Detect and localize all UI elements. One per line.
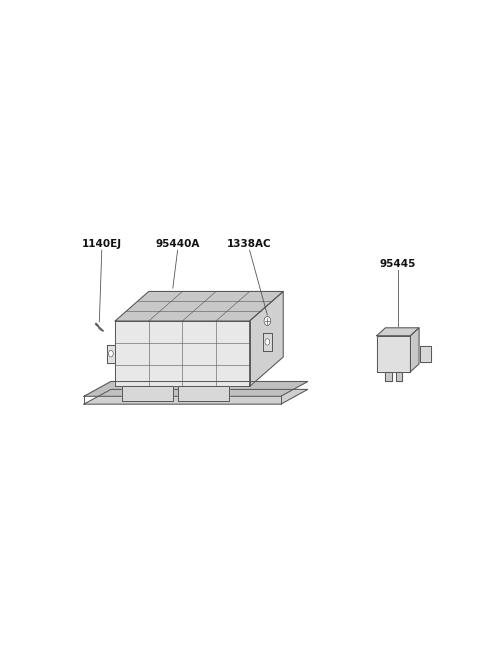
Polygon shape: [410, 328, 419, 371]
Polygon shape: [377, 328, 419, 335]
Polygon shape: [84, 381, 308, 396]
Text: 1338AC: 1338AC: [228, 239, 272, 249]
Polygon shape: [107, 345, 115, 363]
Polygon shape: [377, 335, 410, 371]
Text: 1140EJ: 1140EJ: [82, 239, 122, 249]
Circle shape: [265, 339, 270, 345]
Polygon shape: [84, 389, 308, 404]
Polygon shape: [179, 386, 229, 401]
Circle shape: [264, 316, 271, 326]
Circle shape: [108, 350, 113, 357]
Polygon shape: [115, 321, 250, 386]
Polygon shape: [396, 371, 402, 381]
Polygon shape: [385, 371, 392, 381]
Polygon shape: [250, 291, 283, 386]
Text: 95445: 95445: [380, 259, 416, 269]
Polygon shape: [263, 333, 272, 351]
Polygon shape: [122, 386, 173, 401]
Polygon shape: [115, 291, 283, 321]
Text: 95440A: 95440A: [156, 239, 200, 249]
Polygon shape: [420, 346, 431, 362]
